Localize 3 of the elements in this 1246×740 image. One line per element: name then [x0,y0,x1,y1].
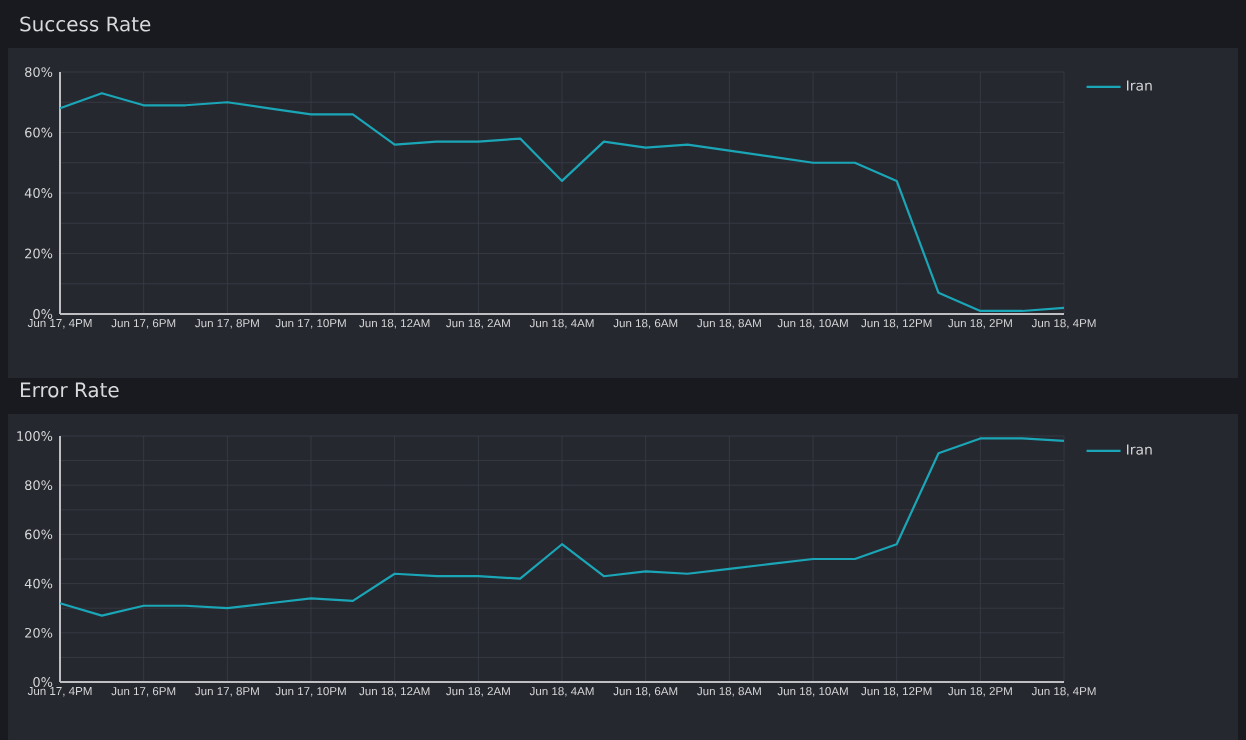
chart-title: Error Rate [21,382,119,398]
line-series [58,437,1066,617]
chart-title: Success Rate [20,16,151,32]
